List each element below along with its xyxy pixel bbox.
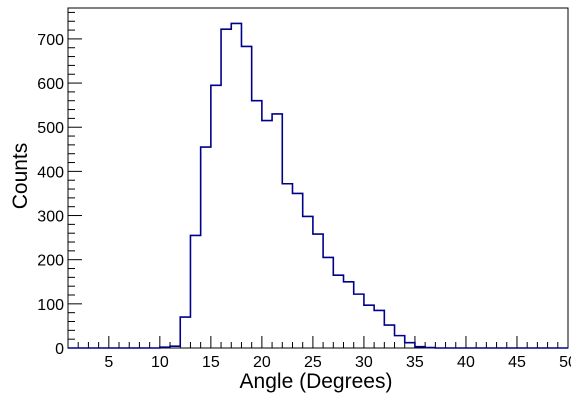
- y-tick-label: 100: [37, 297, 64, 314]
- y-axis-label: Counts: [9, 143, 32, 210]
- y-tick-label: 600: [37, 76, 64, 93]
- y-tick-label: 700: [37, 32, 64, 49]
- x-tick-label: 45: [508, 354, 526, 371]
- x-tick-label: 5: [104, 354, 113, 371]
- y-tick-label: 0: [55, 341, 64, 358]
- y-tick-label: 200: [37, 253, 64, 270]
- x-tick-label: 35: [406, 354, 424, 371]
- x-tick-label: 20: [253, 354, 271, 371]
- y-tick-label: 400: [37, 164, 64, 181]
- x-tick-label: 30: [355, 354, 373, 371]
- x-tick-label: 15: [202, 354, 220, 371]
- y-tick-label: 300: [37, 209, 64, 226]
- x-axis-label: Angle (Degrees): [240, 370, 393, 393]
- y-tick-label: 500: [37, 120, 64, 137]
- x-tick-label: 50: [559, 354, 571, 371]
- x-tick-label: 25: [304, 354, 322, 371]
- x-tick-label: 10: [151, 354, 169, 371]
- x-tick-label: 40: [457, 354, 475, 371]
